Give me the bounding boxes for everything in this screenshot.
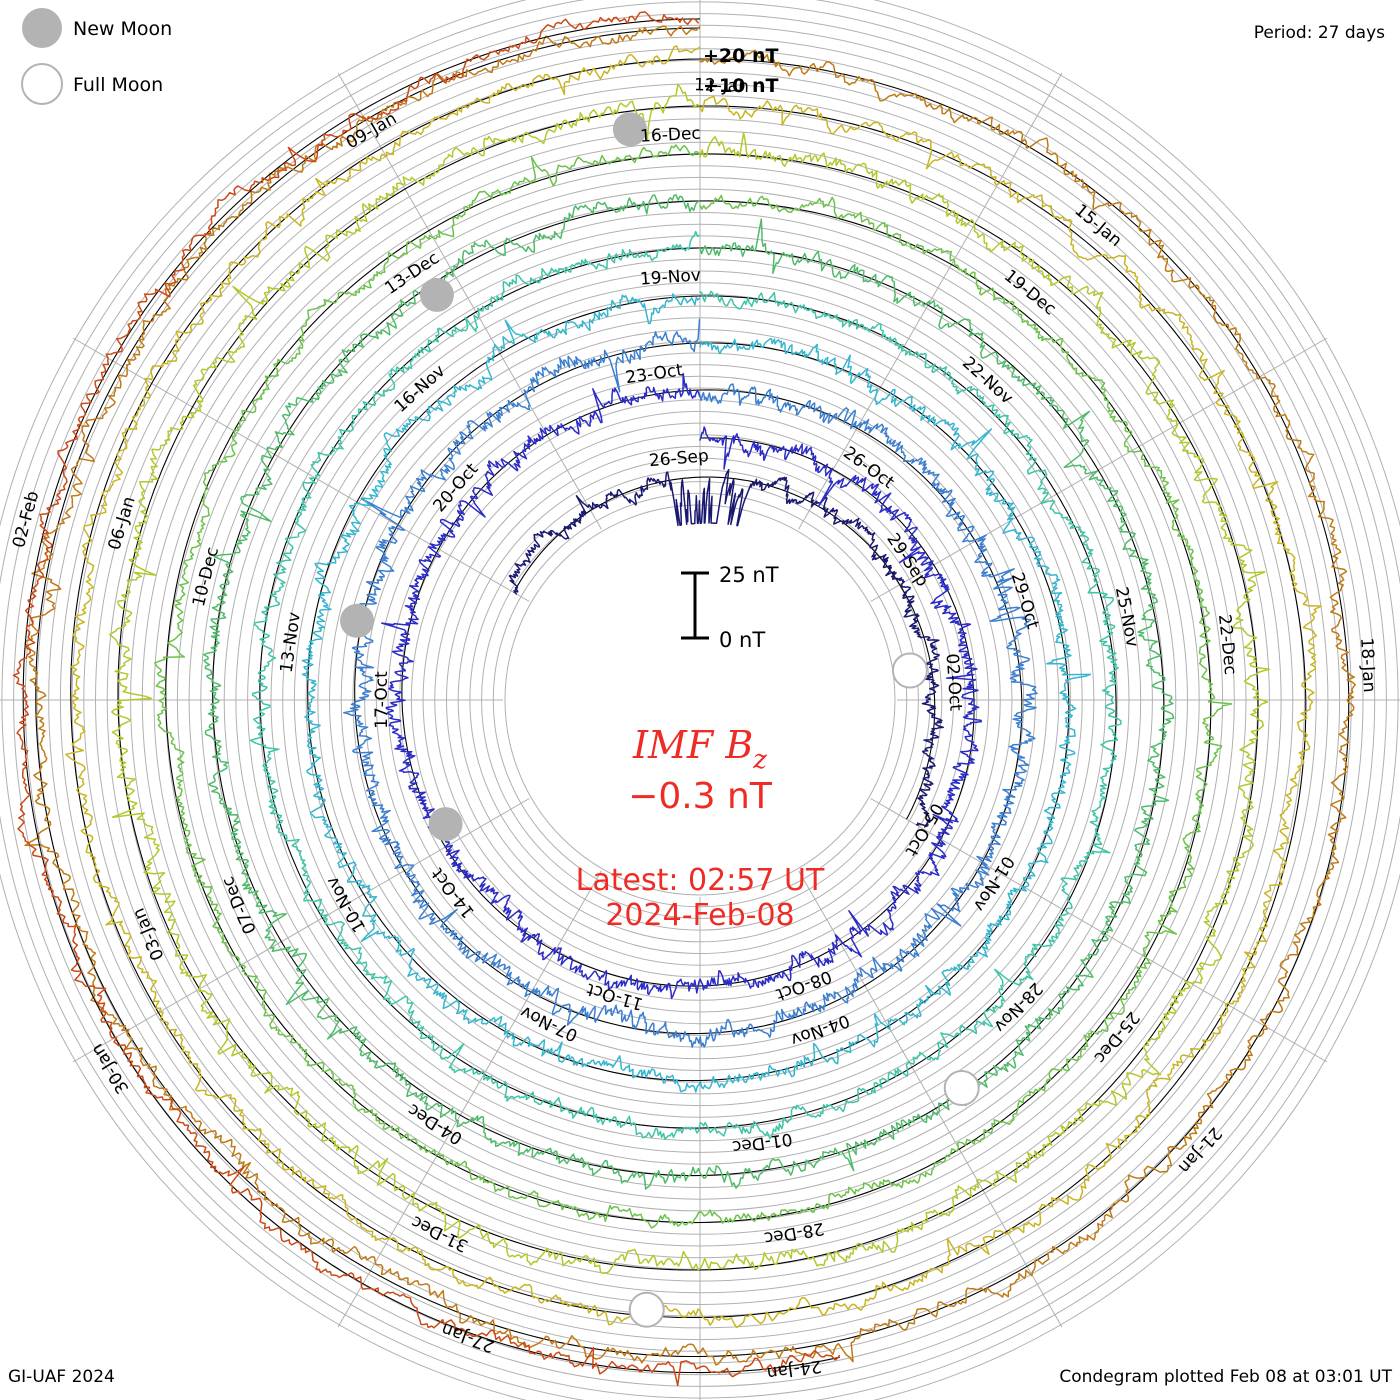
full-moon-marker (891, 652, 928, 689)
spiral-baseline (35, 27, 1350, 1358)
spiral-baseline (307, 295, 1070, 1082)
grid-spoke (337, 870, 602, 1328)
data-trace (249, 230, 1122, 1140)
data-trace (24, 25, 1356, 1366)
grid-spoke (72, 337, 530, 602)
grid-ring (492, 492, 908, 908)
spiral-baseline (212, 200, 1165, 1177)
data-trace (343, 318, 1038, 1048)
moon-markers-layer (340, 112, 980, 1328)
legend: New Moon Full Moon (21, 8, 172, 105)
data-trace (109, 83, 1271, 1275)
spiral-baseline (117, 105, 1259, 1271)
grid-ring (481, 481, 919, 919)
center-annotation: IMF Bz −0.3 nT Latest: 02:57 UT 2024-Feb… (576, 723, 825, 933)
center-latest-date: 2024-Feb-08 (605, 898, 794, 933)
credit-label: GI-UAF 2024 (8, 1367, 115, 1387)
data-trace (202, 194, 1175, 1190)
center-quantity-text: IMF B (632, 723, 753, 767)
spiral-date-label: 28-Dec (762, 1218, 825, 1248)
spiral-date-label: 25-Nov (1111, 585, 1142, 649)
spiral-baseline (401, 389, 975, 987)
spiral-baseline (70, 58, 1307, 1319)
center-quantity-subscript: z (752, 745, 767, 775)
spiral-date-label: 24-Jan (766, 1356, 823, 1383)
grid-ring (504, 504, 896, 896)
spiral-date-label: 16-Dec (640, 124, 702, 147)
center-value: −0.3 nT (628, 776, 773, 817)
center-quantity-label: IMF Bz (632, 723, 767, 775)
full-moon-marker (628, 1291, 665, 1328)
data-trace (508, 468, 944, 827)
new-moon-marker (428, 807, 463, 842)
spiral-date-label: 26-Oct (839, 443, 898, 493)
spiral-date-label: 17-Oct (372, 671, 392, 729)
new-moon-legend-label: New Moon (73, 18, 172, 40)
new-moon-marker (340, 603, 374, 638)
spiral-date-label: 04-Nov (788, 1010, 852, 1050)
spiral-date-label: 12-Jan (694, 75, 750, 97)
new-moon-icon (22, 8, 62, 48)
spiral-date-label: 23-Oct (624, 360, 684, 388)
full-moon-legend-label: Full Moon (73, 74, 163, 96)
spiral-date-label: 02-Oct (942, 653, 966, 712)
ring-label-10nt: +10 nT (703, 75, 779, 97)
data-trace (154, 144, 1233, 1229)
spiral-date-label: 19-Nov (639, 265, 701, 289)
grid-spoke (337, 72, 602, 530)
spiral-date-label: 18-Jan (1356, 637, 1379, 693)
grid-ring (469, 469, 931, 931)
data-trace (65, 45, 1322, 1329)
grid-spoke (72, 798, 530, 1063)
spiral-date-label: 03-Jan (129, 905, 169, 963)
center-latest-time: Latest: 02:57 UT (576, 863, 825, 898)
grid-spoke (798, 870, 1063, 1328)
new-moon-marker (612, 112, 647, 147)
spiral-date-label: 07-Dec (218, 873, 261, 937)
data-traces-layer (12, 11, 1356, 1387)
data-trace (301, 293, 1092, 1093)
full-moon-marker (943, 1070, 980, 1106)
grid-spoke (870, 798, 1328, 1063)
spiral-date-label: 13-Nov (277, 611, 305, 674)
data-trace (12, 11, 841, 1387)
spiral-date-label: 09-Jan (343, 109, 401, 154)
scale-bar-icon (681, 571, 709, 640)
full-moon-icon (21, 63, 63, 105)
spiral-baseline (22, 18, 840, 1374)
period-label: Period: 27 days (1254, 23, 1385, 43)
new-moon-marker (419, 277, 454, 312)
plotted-timestamp-label: Condegram plotted Feb 08 at 03:01 UT (1059, 1367, 1392, 1387)
ring-label-20nt: +20 nT (703, 45, 779, 67)
spiral-date-label: 29-Oct (1007, 570, 1043, 631)
spiral-date-label: 01-Dec (731, 1128, 794, 1156)
ring-labels: +20 nT +10 nT (703, 45, 779, 97)
scale-bar-bottom-label: 0 nT (719, 628, 765, 652)
scale-bar-group: 25 nT 0 nT (681, 563, 779, 652)
scale-bar-top-label: 25 nT (719, 563, 779, 587)
data-trace (381, 372, 983, 1000)
grid-spoke (870, 337, 1328, 602)
